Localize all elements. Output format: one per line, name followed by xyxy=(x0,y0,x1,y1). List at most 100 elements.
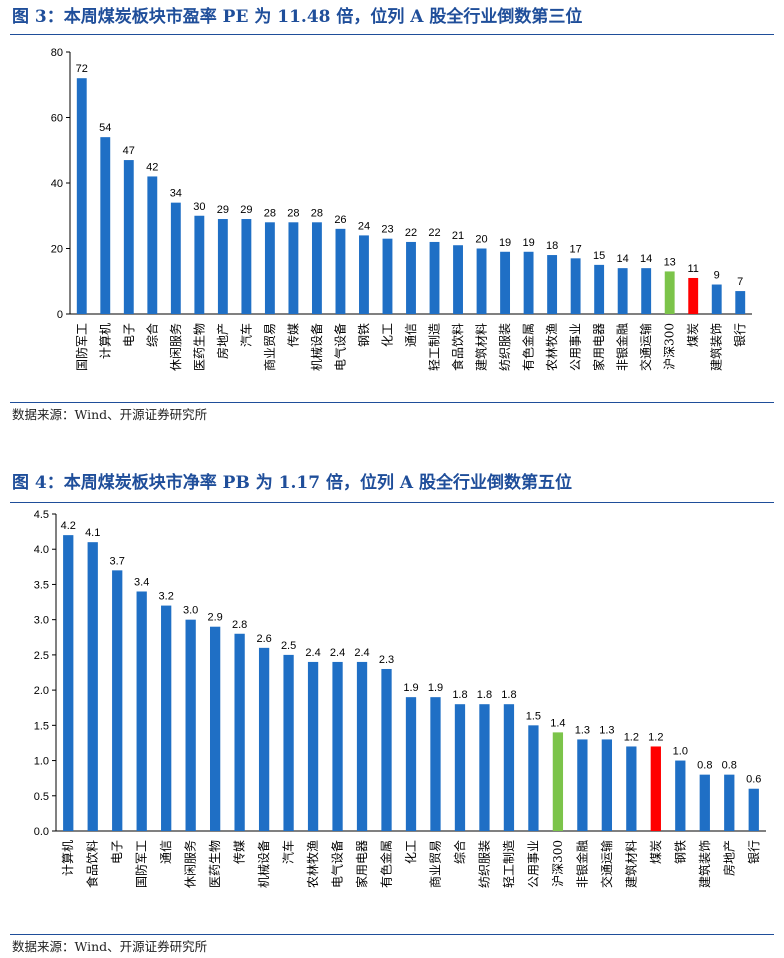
bar xyxy=(711,284,722,314)
bar-value-label: 2.6 xyxy=(256,633,271,645)
figure-4-bottom-rule xyxy=(10,934,774,935)
bar-value-label: 9 xyxy=(714,270,720,282)
category-label: 商业贸易 xyxy=(427,840,442,888)
bar-value-label: 18 xyxy=(546,240,558,252)
bar xyxy=(123,160,134,314)
bar xyxy=(283,654,294,831)
bar xyxy=(675,760,686,831)
bar xyxy=(617,268,628,314)
bar xyxy=(699,774,710,831)
bar xyxy=(500,251,511,314)
pb-bar-chart: 0.0 0.5 1.0 1.5 2.0 2.5 3.0 3.5 4.0 4.5 4.2 计算机 4.1 食… xyxy=(34,509,766,888)
bar xyxy=(112,570,123,831)
category-label: 煤炭 xyxy=(686,323,700,347)
bar xyxy=(641,268,652,314)
bar-value-label: 1.3 xyxy=(575,724,590,736)
category-label: 农林牧渔 xyxy=(306,840,320,888)
y-tick-label: 3.0 xyxy=(34,615,49,627)
bar xyxy=(209,626,221,831)
y-tick-label: 4.0 xyxy=(34,544,49,556)
bar xyxy=(382,238,393,314)
pe-bar-chart: 0 20 40 60 80 72 国防军工 54 计算机 47 电子 42 综合 34 休闲服务 30 医药生物… xyxy=(51,47,752,371)
bar-value-label: 21 xyxy=(452,230,464,242)
bar xyxy=(170,202,181,314)
bar-value-label: 29 xyxy=(240,204,252,216)
bar xyxy=(381,668,392,831)
figure-4-title: 图 4：本周煤炭板块市净率 PB 为 1.17 倍，位列 A 股全行业倒数第五位 xyxy=(0,468,784,498)
figure-4-source: 数据来源：Wind、开源证券研究所 xyxy=(12,939,208,954)
figure-4-top-rule xyxy=(10,502,774,503)
bar-value-label: 1.9 xyxy=(428,682,443,694)
bar xyxy=(570,258,581,314)
category-label: 商业贸易 xyxy=(262,323,277,371)
category-label: 食品饮料 xyxy=(85,840,100,888)
category-label: 钢铁 xyxy=(673,840,687,864)
y-tick-label: 0.0 xyxy=(34,826,49,838)
bar-value-label: 2.8 xyxy=(232,619,247,631)
bar-value-label: 1.8 xyxy=(501,689,516,701)
bar-value-label: 2.4 xyxy=(305,647,320,659)
bar xyxy=(626,746,637,831)
bar xyxy=(63,535,74,831)
bar-value-label: 1.9 xyxy=(403,682,418,694)
bar-value-label: 2.9 xyxy=(207,612,222,624)
bar-value-label: 1.2 xyxy=(648,731,663,743)
bar-value-label: 1.4 xyxy=(550,717,565,729)
category-label: 国防军工 xyxy=(134,840,149,888)
figure-3-top-rule xyxy=(10,34,774,35)
category-label: 公用事业 xyxy=(526,840,540,888)
bar-value-label: 15 xyxy=(593,250,605,262)
category-label: 电气设备 xyxy=(332,323,347,371)
bar xyxy=(332,661,343,831)
category-label: 休闲服务 xyxy=(183,840,198,888)
category-label: 煤炭 xyxy=(649,840,663,864)
category-label: 公用事业 xyxy=(569,323,583,371)
bar-value-label: 0.8 xyxy=(722,760,737,772)
bar-value-label: 14 xyxy=(617,253,629,265)
category-label: 休闲服务 xyxy=(168,323,183,371)
bar xyxy=(288,222,299,314)
category-label: 银行 xyxy=(747,840,761,864)
bar-value-label: 4.2 xyxy=(61,520,76,532)
bar-value-label: 4.1 xyxy=(85,527,100,539)
category-label: 医药生物 xyxy=(208,840,222,888)
category-label: 纺织服装 xyxy=(477,840,491,888)
bar xyxy=(523,251,534,314)
bar xyxy=(594,264,605,314)
bar-value-label: 23 xyxy=(381,224,393,236)
bar xyxy=(406,241,416,314)
bar-value-label: 22 xyxy=(428,227,440,239)
figure-3-bottom-rule xyxy=(10,402,774,403)
bar-value-label: 1.2 xyxy=(624,731,639,743)
bar xyxy=(264,222,275,314)
bar xyxy=(234,633,245,831)
bar xyxy=(307,661,319,831)
category-label: 电子 xyxy=(122,323,136,347)
bar-value-label: 1.3 xyxy=(599,724,614,736)
category-label: 有色金属 xyxy=(379,840,394,888)
bar-value-label: 2.5 xyxy=(281,640,296,652)
bar-value-label: 19 xyxy=(522,237,534,249)
category-label: 机械设备 xyxy=(309,323,324,371)
bar-value-label: 2.3 xyxy=(379,654,394,666)
y-tick-label: 80 xyxy=(51,47,63,59)
category-label: 汽车 xyxy=(281,840,296,864)
bar xyxy=(454,704,466,831)
bar xyxy=(258,647,270,831)
bar xyxy=(748,788,759,831)
bar-value-label: 3.0 xyxy=(183,605,198,617)
bar xyxy=(503,704,515,831)
bar xyxy=(185,619,196,831)
bar xyxy=(335,228,346,314)
bar xyxy=(724,774,735,831)
y-tick-label: 20 xyxy=(51,244,63,256)
bar-value-label: 2.4 xyxy=(354,647,369,659)
bar-value-label: 1.8 xyxy=(477,689,492,701)
category-label: 计算机 xyxy=(60,840,75,876)
bar-value-label: 30 xyxy=(193,201,205,213)
bar-value-label: 1.0 xyxy=(673,746,688,758)
bar-value-label: 3.2 xyxy=(159,591,174,603)
bar xyxy=(359,235,369,314)
bar xyxy=(735,291,746,314)
bar-value-label: 28 xyxy=(264,207,276,219)
